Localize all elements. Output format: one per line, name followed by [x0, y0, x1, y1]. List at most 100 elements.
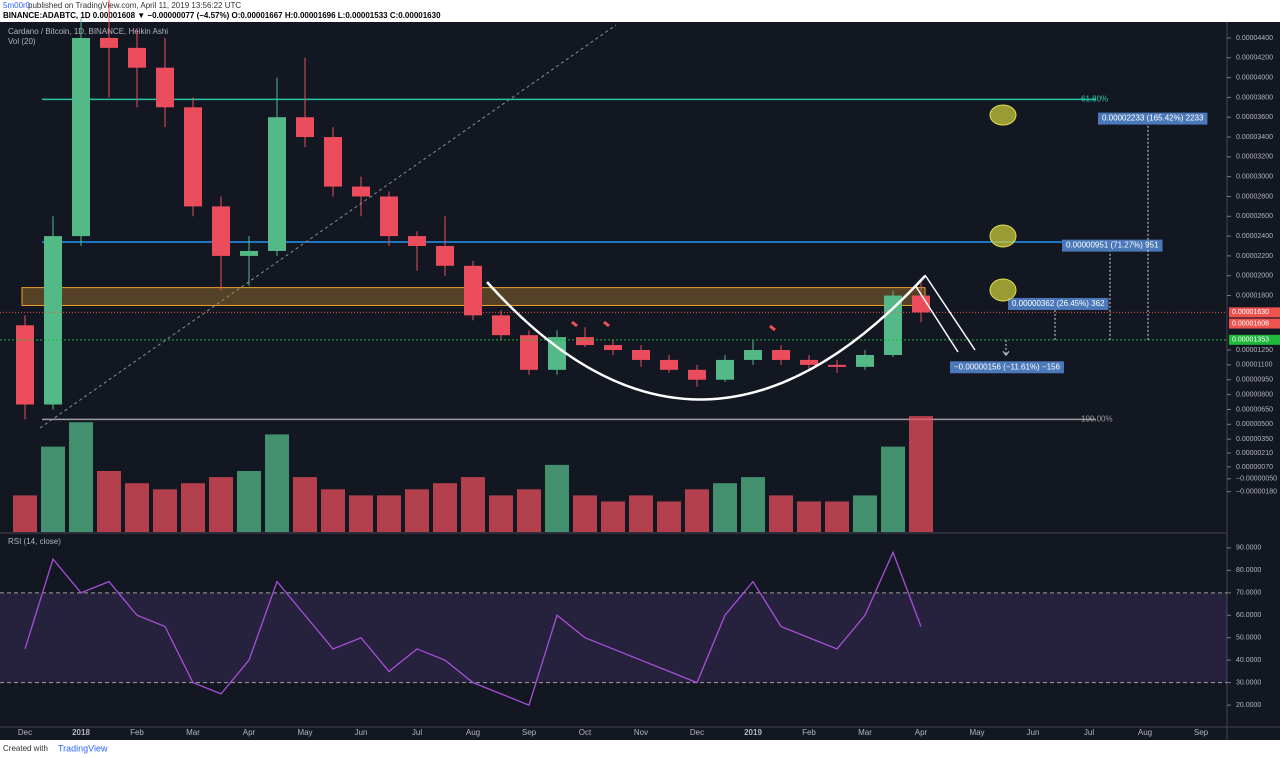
- candle-body: [212, 206, 230, 256]
- target-marker: [989, 104, 1017, 126]
- y-tick-label: 0.00004000: [1236, 74, 1273, 81]
- volume-bar: [573, 495, 597, 532]
- flag-marker: [571, 320, 776, 332]
- measure-label: 0.00000362 (26.45%) 362: [1012, 299, 1105, 308]
- candle-body: [800, 359, 818, 365]
- candle-body: [492, 315, 510, 336]
- y-tick-label: −0.00000180: [1236, 489, 1277, 496]
- candle-body: [380, 196, 398, 237]
- volume-bar: [237, 471, 261, 532]
- target-marker: [989, 278, 1017, 302]
- volume-bar: [489, 495, 513, 532]
- volume-bar: [909, 416, 933, 532]
- volume-bar: [321, 489, 345, 532]
- y-tick-label: 0.00003200: [1236, 154, 1273, 161]
- volume-bar: [69, 422, 93, 532]
- x-tick-label: 2019: [744, 728, 762, 737]
- candle-body: [156, 67, 174, 108]
- candle-body: [772, 350, 790, 360]
- x-tick-label: Aug: [466, 728, 480, 737]
- candle-body: [464, 265, 482, 316]
- candle-body: [856, 354, 874, 367]
- volume-bar: [881, 446, 905, 532]
- y-tick-label: 0.00000950: [1236, 377, 1273, 384]
- y-tick-label: 40.0000: [1236, 657, 1261, 664]
- measure-box: [1062, 239, 1163, 252]
- candle-body: [660, 359, 678, 370]
- candle-body: [744, 350, 762, 360]
- volume-bar: [97, 471, 121, 532]
- x-tick-label: Mar: [186, 728, 200, 737]
- y-tick-label: 0.00000210: [1236, 450, 1273, 457]
- footer-brand[interactable]: TradingView: [58, 743, 108, 753]
- volume-bar: [349, 495, 373, 532]
- y-tick-label: 0.00001250: [1236, 347, 1273, 354]
- y-tick-label: 0.00000800: [1236, 391, 1273, 398]
- base-price-label: 0.00001353: [1232, 337, 1269, 344]
- x-tick-label: Jul: [412, 728, 422, 737]
- y-tick-label: 0.00001100: [1236, 362, 1273, 369]
- x-tick-label: May: [969, 728, 984, 737]
- y-tick-label: 0.00002600: [1236, 213, 1273, 220]
- y-tick-label: 0.00003000: [1236, 174, 1273, 181]
- y-tick-label: 0.00002800: [1236, 193, 1273, 200]
- x-tick-label: Sep: [522, 728, 537, 737]
- candle-body: [324, 137, 342, 187]
- candle-body: [352, 186, 370, 197]
- x-tick-label: Apr: [915, 728, 928, 737]
- volume-bar: [209, 477, 233, 532]
- candle-body: [408, 236, 426, 247]
- candle-body: [268, 117, 286, 251]
- rsi-title: RSI (14, close): [8, 537, 61, 546]
- measure-arrowhead: [1002, 350, 1010, 357]
- y-tick-label: 0.00002400: [1236, 233, 1273, 240]
- target-marker: [989, 224, 1017, 248]
- volume-bar: [181, 483, 205, 532]
- y-tick-label: −0.00000050: [1236, 476, 1277, 483]
- x-tick-label: Jul: [1084, 728, 1094, 737]
- x-tick-label: Feb: [130, 728, 144, 737]
- price-box: [1229, 307, 1280, 318]
- y-tick-label: 60.0000: [1236, 612, 1261, 619]
- plot: Dec 2018 Feb Mar Apr May Jun Jul Aug Sep Oct Nov Dec…: [0, 0, 1280, 737]
- volume-bar: [825, 501, 849, 532]
- x-tick-label: Feb: [802, 728, 816, 737]
- candle-body: [16, 325, 34, 405]
- x-tick-label: May: [297, 728, 312, 737]
- volume-bar: [433, 483, 457, 532]
- footer-text: Created with: [3, 744, 48, 753]
- y-tick-label: 0.00000500: [1236, 421, 1273, 428]
- candle-body: [100, 37, 118, 48]
- candle-body: [184, 107, 202, 207]
- price-box: [1229, 318, 1280, 329]
- volume-bar: [153, 489, 177, 532]
- fib-label: 61.80%: [1081, 95, 1108, 104]
- y-tick-label: 0.00003400: [1236, 134, 1273, 141]
- candle-body: [912, 295, 930, 313]
- candle-body: [688, 369, 706, 380]
- volume-bar: [629, 495, 653, 532]
- measure-label: 0.00002233 (165.42%) 2233: [1102, 114, 1204, 123]
- candle-body: [828, 364, 846, 367]
- candle-body: [884, 295, 902, 355]
- measure-box: [1008, 297, 1109, 310]
- volume-bar: [517, 489, 541, 532]
- x-tick-label: Jun: [355, 728, 368, 737]
- price-title: Cardano / Bitcoin, 1D, BINANCE, Heikin A…: [8, 27, 168, 36]
- author[interactable]: 5m00r0: [3, 1, 31, 10]
- volume-bar: [741, 477, 765, 532]
- x-tick-label: Sep: [1194, 728, 1209, 737]
- chart-background: [0, 22, 1280, 740]
- y-tick-label: 0.00000650: [1236, 406, 1273, 413]
- symbol-line: BINANCE:ADABTC, 1D 0.00001608 ▼ −0.00000…: [3, 11, 441, 20]
- volume-bar: [853, 495, 877, 532]
- x-tick-label: Jun: [1027, 728, 1040, 737]
- x-tick-label: Dec: [690, 728, 704, 737]
- y-tick-label: 0.00001800: [1236, 292, 1273, 299]
- y-tick-label: 0.00004400: [1236, 35, 1273, 42]
- volume-bar: [377, 495, 401, 532]
- rsi-band: [0, 592, 1227, 683]
- y-tick-label: 0.00004200: [1236, 55, 1273, 62]
